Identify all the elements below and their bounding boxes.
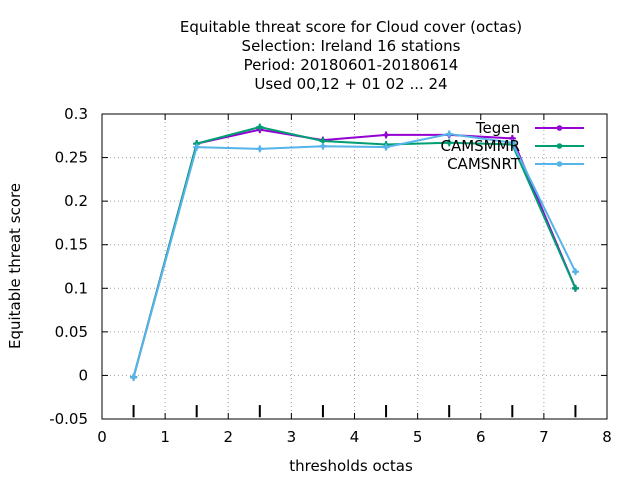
legend-marker — [556, 161, 563, 167]
x-axis-label: thresholds octas — [289, 457, 413, 475]
grid-lines — [102, 114, 607, 419]
y-tick-label: 0.2 — [64, 192, 88, 210]
y-axis-ticks: -0.05 0 0.05 0.1 0.15 0.2 0.25 0.3 — [49, 105, 607, 428]
point-dot — [383, 132, 389, 138]
data-point-camsnrt — [256, 145, 264, 153]
title-line: Used 00,12 + 01 02 ... 24 — [254, 75, 447, 93]
x-tick-label: 7 — [539, 428, 549, 446]
point-dot — [510, 140, 515, 145]
chart-title: Equitable threat score for Cloud cover (… — [180, 18, 522, 93]
x-tick-label: 2 — [223, 428, 233, 446]
data-point-camsnrt — [130, 373, 138, 381]
y-tick-label: 0.3 — [64, 105, 88, 123]
y-axis-label: Equitable threat score — [6, 183, 24, 349]
point-dot — [446, 140, 452, 145]
legend-label-camsnrt: CAMSNRT — [447, 155, 521, 173]
point-dot — [131, 374, 136, 380]
series-line-camsmmr — [132, 126, 577, 378]
point-dot — [510, 136, 515, 141]
y-tick-label: 0.1 — [64, 279, 88, 297]
y-tick-label: -0.05 — [49, 410, 88, 428]
data-point-camsmmr — [445, 139, 453, 147]
point-dot — [446, 131, 452, 137]
title-line: Selection: Ireland 16 stations — [242, 37, 461, 55]
data-point-camsnrt — [193, 143, 201, 151]
title-line: Equitable threat score for Cloud cover (… — [180, 18, 522, 36]
x-tick-label: 5 — [413, 428, 423, 446]
data-point-camsmmr — [571, 284, 579, 292]
point-dot — [320, 138, 326, 144]
data-point-camsnrt — [508, 139, 516, 147]
x-tick-label: 4 — [350, 428, 360, 446]
point-dot — [383, 144, 389, 150]
point-dot — [573, 269, 578, 274]
x-tick-label: 1 — [160, 428, 170, 446]
x-axis-ticks: 0 1 2 3 4 5 6 7 8 — [97, 114, 612, 446]
data-point-tegen — [382, 131, 390, 139]
point-dot — [320, 144, 326, 149]
series-lines — [130, 123, 579, 381]
x-tick-label: 3 — [287, 428, 297, 446]
data-point-camsnrt — [571, 268, 579, 276]
legend-marker — [556, 143, 563, 149]
y-tick-label: 0.25 — [55, 149, 88, 167]
legend-label-tegen: Tegen — [475, 119, 520, 137]
threshold-markers — [132, 405, 577, 418]
y-tick-label: 0.05 — [55, 323, 88, 341]
legend-marker — [556, 125, 563, 131]
point-dot — [257, 124, 263, 130]
data-point-camsnrt — [445, 130, 453, 138]
x-tick-label: 8 — [602, 428, 612, 446]
point-dot — [573, 286, 578, 291]
y-tick-label: 0.15 — [55, 236, 88, 254]
x-tick-label: 0 — [97, 428, 107, 446]
y-tick-label: 0 — [78, 366, 88, 384]
point-dot — [194, 144, 199, 150]
data-point-camsnrt — [382, 143, 390, 151]
data-point-camsnrt — [319, 142, 327, 150]
legend-label-camsmmr: CAMSMMR — [440, 137, 520, 155]
data-point-camsmmr — [256, 123, 264, 131]
x-tick-label: 6 — [476, 428, 486, 446]
point-dot — [257, 146, 263, 152]
series-line-camsnrt — [132, 133, 577, 378]
title-line: Period: 20180601-20180614 — [244, 56, 459, 74]
